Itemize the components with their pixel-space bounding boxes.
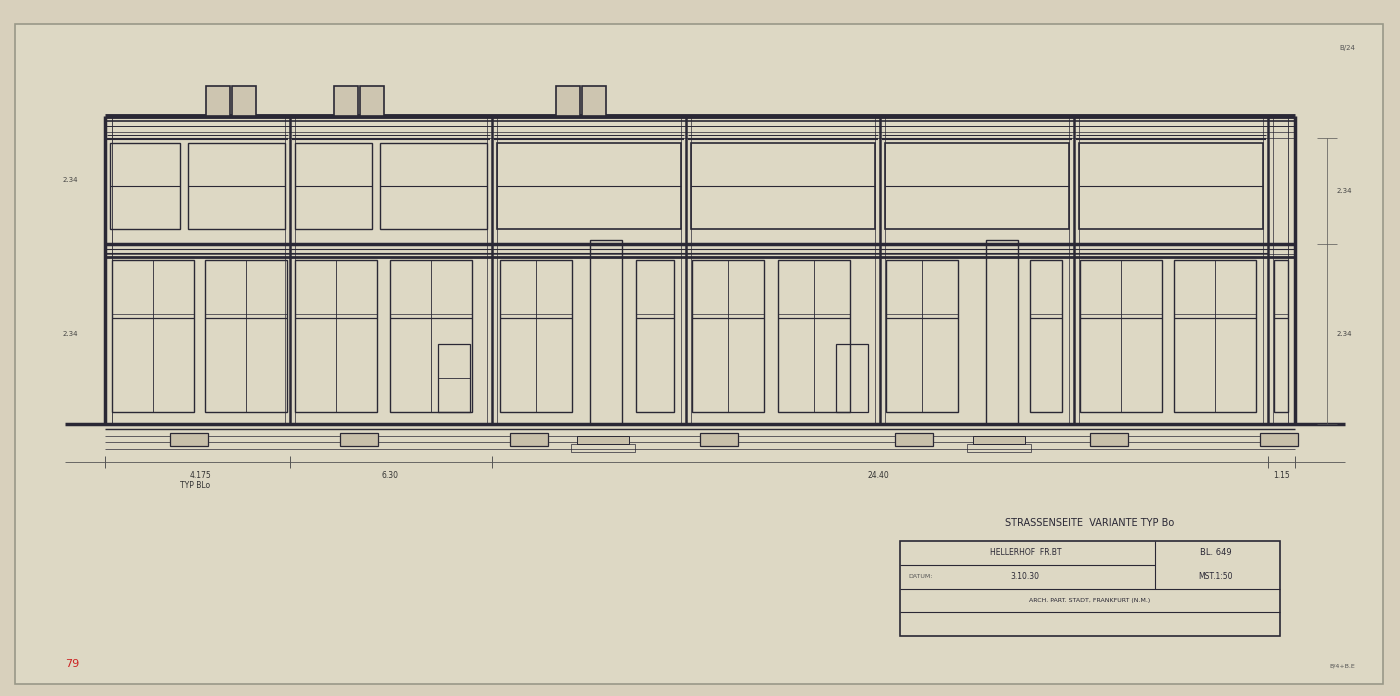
Bar <box>232 86 256 116</box>
Bar <box>778 260 850 412</box>
Bar <box>295 143 371 229</box>
Bar <box>360 86 384 116</box>
Text: 6.30: 6.30 <box>381 471 399 480</box>
Bar <box>895 433 932 446</box>
Bar <box>986 240 1018 424</box>
Text: MST.1:50: MST.1:50 <box>1198 572 1232 581</box>
Text: 3.10.30: 3.10.30 <box>1011 572 1040 581</box>
Text: DATUM:: DATUM: <box>909 574 932 579</box>
Text: 79: 79 <box>64 659 80 669</box>
Text: HELLERHOF  FR.BT: HELLERHOF FR.BT <box>990 548 1061 557</box>
Text: ARCH. PART. STADT, FRANKFURT (N.M.): ARCH. PART. STADT, FRANKFURT (N.M.) <box>1029 598 1151 603</box>
Bar <box>1030 260 1063 412</box>
Text: STRASSENSEITE  VARIANTE TYP Bo: STRASSENSEITE VARIANTE TYP Bo <box>1005 518 1175 528</box>
Bar <box>112 260 195 412</box>
Bar <box>169 433 209 446</box>
Bar <box>188 143 286 229</box>
Bar <box>900 541 1280 636</box>
Bar <box>967 444 1030 452</box>
Text: 24.40: 24.40 <box>867 471 889 480</box>
Bar <box>692 260 764 412</box>
Bar <box>1260 433 1298 446</box>
Bar <box>556 86 580 116</box>
Bar <box>510 433 547 446</box>
Bar <box>885 143 1070 229</box>
Bar <box>1079 143 1263 229</box>
Text: 1.15: 1.15 <box>1274 471 1291 480</box>
Bar <box>335 86 358 116</box>
Bar <box>340 433 378 446</box>
Bar <box>295 260 377 412</box>
Text: 2.34: 2.34 <box>1337 331 1352 337</box>
Bar <box>438 344 470 412</box>
Bar <box>886 260 958 412</box>
Text: 4.175: 4.175 <box>189 471 211 480</box>
Bar <box>700 433 738 446</box>
Text: 2.34: 2.34 <box>63 331 78 337</box>
Text: BL. 649: BL. 649 <box>1200 548 1231 557</box>
Bar <box>1091 433 1128 446</box>
Text: 2.34: 2.34 <box>63 177 78 183</box>
Bar <box>692 143 875 229</box>
Text: B/24: B/24 <box>1340 45 1355 51</box>
Bar <box>589 240 622 424</box>
Bar <box>391 260 472 412</box>
Text: TYP BLo: TYP BLo <box>181 482 210 491</box>
Bar <box>204 260 287 412</box>
Bar <box>497 143 680 229</box>
Bar <box>1079 260 1162 412</box>
Bar <box>582 86 606 116</box>
Bar <box>500 260 573 412</box>
Bar <box>571 444 636 452</box>
Bar <box>111 143 179 229</box>
Bar <box>577 436 629 444</box>
Text: B/4+B.E: B/4+B.E <box>1329 663 1355 668</box>
Bar <box>636 260 673 412</box>
Bar <box>973 436 1025 444</box>
Bar <box>1175 260 1256 412</box>
Bar <box>836 344 868 412</box>
Bar <box>1274 260 1288 412</box>
Bar <box>379 143 487 229</box>
Bar <box>206 86 230 116</box>
Text: 2.34: 2.34 <box>1337 188 1352 194</box>
